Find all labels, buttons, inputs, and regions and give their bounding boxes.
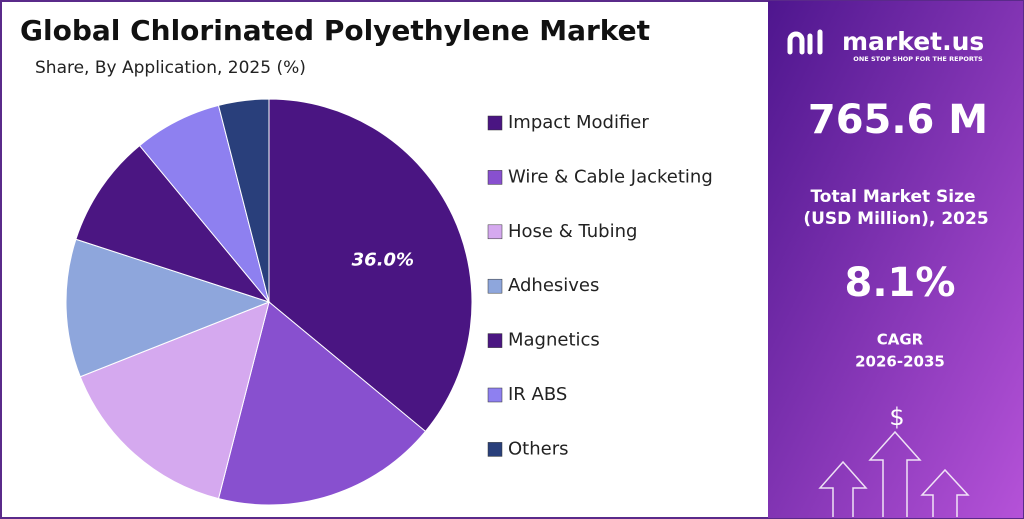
- chart-title: Global Chlorinated Polyethylene Market: [20, 14, 650, 47]
- legend-swatch: [487, 278, 503, 294]
- pie-slice: [268, 98, 473, 433]
- market-size: 765.6 M: [808, 97, 988, 143]
- logo-icon: [787, 29, 823, 55]
- brand: market.us: [842, 27, 984, 56]
- legend-swatch: [487, 224, 503, 240]
- market-size-label: Total Market Size: [810, 187, 975, 207]
- dollar-icon: $: [889, 403, 904, 431]
- legend-label: Adhesives: [508, 275, 599, 296]
- legend-swatch: [487, 115, 503, 131]
- legend-swatch: [487, 333, 503, 348]
- legend-label: Hose & Tubing: [508, 221, 637, 242]
- legend-label: Others: [508, 438, 569, 459]
- legend-swatch: [487, 442, 503, 457]
- legend-label: Wire & Cable Jacketing: [508, 166, 713, 187]
- legend-swatch: [487, 170, 503, 185]
- cagr-label: 2026-2035: [855, 353, 945, 371]
- legend-label: Impact Modifier: [508, 112, 649, 133]
- arrows-icon: [818, 430, 970, 517]
- pie-slice: [79, 301, 270, 500]
- legend-label: IR ABS: [508, 384, 567, 405]
- pie-slice: [217, 301, 427, 506]
- chart-subtitle: Share, By Application, 2025 (%): [35, 58, 306, 78]
- legend-label: Magnetics: [508, 330, 600, 351]
- cagr-label: CAGR: [877, 331, 924, 349]
- data-label: 36.0%: [352, 249, 414, 270]
- legend-swatch: [487, 387, 503, 403]
- pie-slice: [75, 144, 271, 304]
- pie-slice: [217, 98, 270, 303]
- tagline: ONE STOP SHOP FOR THE REPORTS: [853, 55, 983, 63]
- pie-slice: [65, 238, 271, 378]
- market-size-label: (USD Million), 2025: [803, 209, 988, 229]
- cagr: 8.1%: [845, 260, 956, 306]
